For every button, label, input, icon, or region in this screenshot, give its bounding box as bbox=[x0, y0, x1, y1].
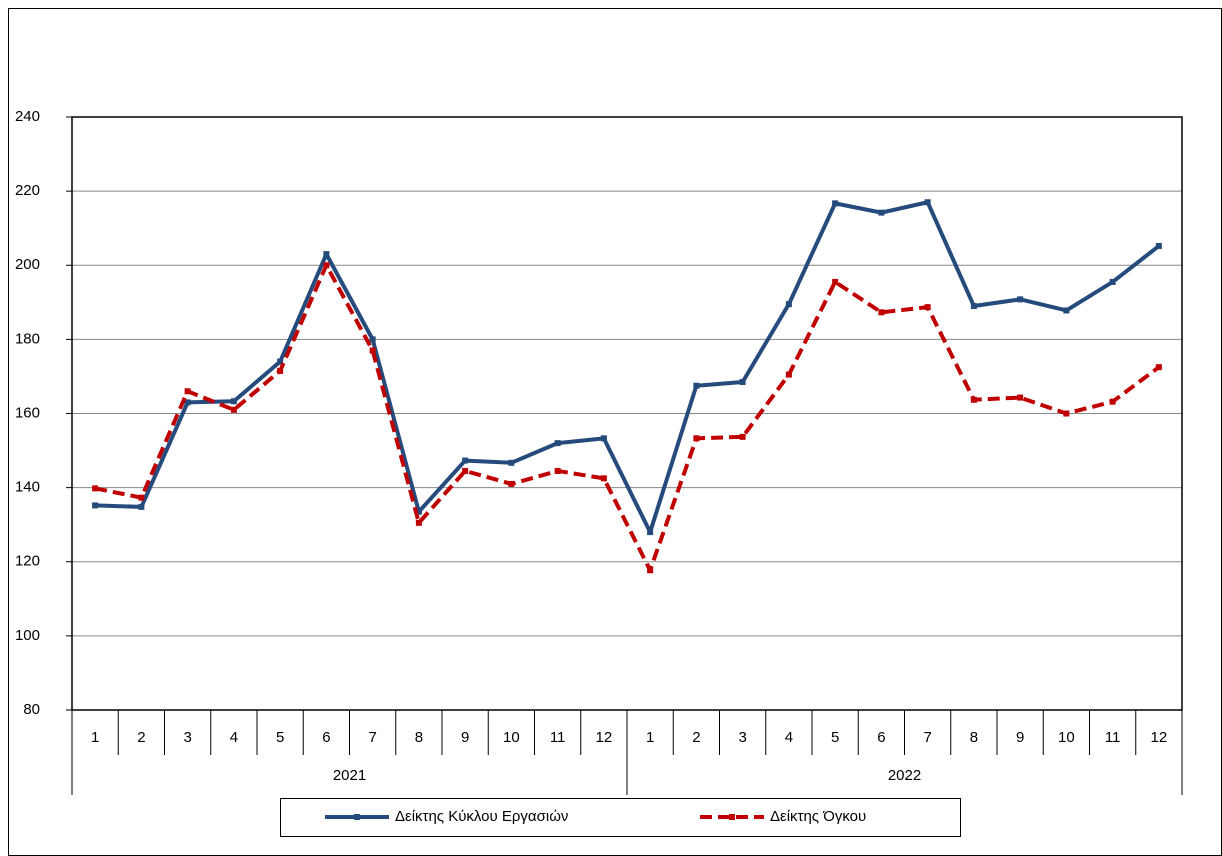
point-marker bbox=[369, 347, 376, 354]
legend-marker bbox=[354, 814, 360, 820]
x-tick-label: 12 bbox=[596, 729, 613, 746]
legend-label: Δείκτης Όγκου bbox=[770, 808, 866, 825]
point-marker bbox=[970, 303, 977, 310]
point-marker bbox=[970, 396, 977, 403]
x-tick-label: 11 bbox=[550, 729, 566, 746]
point-marker bbox=[230, 406, 237, 413]
point-marker bbox=[1109, 398, 1116, 405]
point-marker bbox=[878, 309, 885, 316]
x-tick-label: 1 bbox=[91, 729, 99, 746]
point-marker bbox=[600, 435, 607, 442]
x-tick-label: 1 bbox=[646, 729, 654, 746]
point-marker bbox=[415, 508, 422, 515]
legend-label: Δείκτης Κύκλου Εργασιών bbox=[395, 808, 568, 825]
x-tick-label: 5 bbox=[831, 729, 839, 746]
point-marker bbox=[878, 209, 885, 216]
x-tick-label: 3 bbox=[738, 729, 746, 746]
x-tick-label: 2 bbox=[692, 729, 700, 746]
point-marker bbox=[462, 467, 469, 474]
point-marker bbox=[554, 440, 561, 447]
y-tick-label: 180 bbox=[15, 330, 40, 347]
x-tick-label: 6 bbox=[322, 729, 330, 746]
x-tick-label: 12 bbox=[1151, 729, 1168, 746]
point-marker bbox=[323, 251, 330, 258]
y-tick-label: 120 bbox=[15, 553, 40, 570]
series-line bbox=[94, 263, 1161, 573]
point-marker bbox=[832, 278, 839, 285]
x-tick-label: 3 bbox=[183, 729, 191, 746]
x-tick-label: 10 bbox=[1058, 729, 1075, 746]
point-marker bbox=[832, 200, 839, 207]
point-marker bbox=[739, 433, 746, 440]
point-marker bbox=[277, 358, 284, 365]
x-tick-label: 8 bbox=[415, 729, 423, 746]
x-tick-label: 7 bbox=[368, 729, 376, 746]
point-marker bbox=[184, 399, 191, 406]
point-marker bbox=[924, 304, 931, 311]
point-marker bbox=[277, 367, 284, 374]
point-marker bbox=[230, 398, 237, 405]
point-marker bbox=[1063, 410, 1070, 417]
point-marker bbox=[693, 435, 700, 442]
x-tick-label: 7 bbox=[923, 729, 931, 746]
point-marker bbox=[1155, 364, 1162, 371]
point-marker bbox=[693, 382, 700, 389]
point-marker bbox=[92, 485, 99, 492]
group-label: 2021 bbox=[333, 767, 366, 784]
point-marker bbox=[462, 457, 469, 464]
point-marker bbox=[785, 371, 792, 378]
point-marker bbox=[415, 519, 422, 526]
point-marker bbox=[138, 494, 145, 501]
point-marker bbox=[1155, 242, 1162, 249]
point-marker bbox=[739, 378, 746, 385]
point-marker bbox=[1063, 307, 1070, 314]
x-tick-label: 4 bbox=[785, 729, 793, 746]
point-marker bbox=[647, 529, 654, 536]
x-tick-label: 10 bbox=[503, 729, 520, 746]
y-tick-label: 160 bbox=[15, 404, 40, 421]
y-tick-label: 100 bbox=[15, 627, 40, 644]
x-tick-label: 6 bbox=[877, 729, 885, 746]
point-marker bbox=[508, 459, 515, 466]
point-marker bbox=[1017, 296, 1024, 303]
point-marker bbox=[1017, 394, 1024, 401]
x-tick-label: 8 bbox=[970, 729, 978, 746]
point-marker bbox=[554, 467, 561, 474]
x-tick-label: 4 bbox=[230, 729, 238, 746]
point-marker bbox=[92, 502, 99, 509]
point-marker bbox=[647, 567, 654, 574]
series-line bbox=[95, 200, 1161, 535]
point-marker bbox=[600, 475, 607, 482]
x-tick-label: 11 bbox=[1105, 729, 1121, 746]
y-tick-label: 240 bbox=[15, 108, 40, 125]
point-marker bbox=[785, 301, 792, 308]
x-tick-label: 5 bbox=[276, 729, 284, 746]
point-marker bbox=[184, 388, 191, 395]
y-tick-label: 80 bbox=[23, 701, 40, 718]
x-tick-label: 2 bbox=[137, 729, 145, 746]
legend-box bbox=[280, 798, 961, 837]
point-marker bbox=[924, 199, 931, 206]
point-marker bbox=[508, 480, 515, 487]
group-label: 2022 bbox=[888, 767, 921, 784]
point-marker bbox=[138, 503, 145, 510]
x-tick-label: 9 bbox=[461, 729, 469, 746]
x-tick-label: 9 bbox=[1016, 729, 1024, 746]
point-marker bbox=[323, 262, 330, 269]
y-tick-label: 220 bbox=[15, 182, 40, 199]
point-marker bbox=[369, 336, 376, 343]
point-marker bbox=[1109, 278, 1116, 285]
y-tick-label: 140 bbox=[15, 479, 40, 496]
y-tick-label: 200 bbox=[15, 256, 40, 273]
legend-marker bbox=[729, 814, 735, 820]
